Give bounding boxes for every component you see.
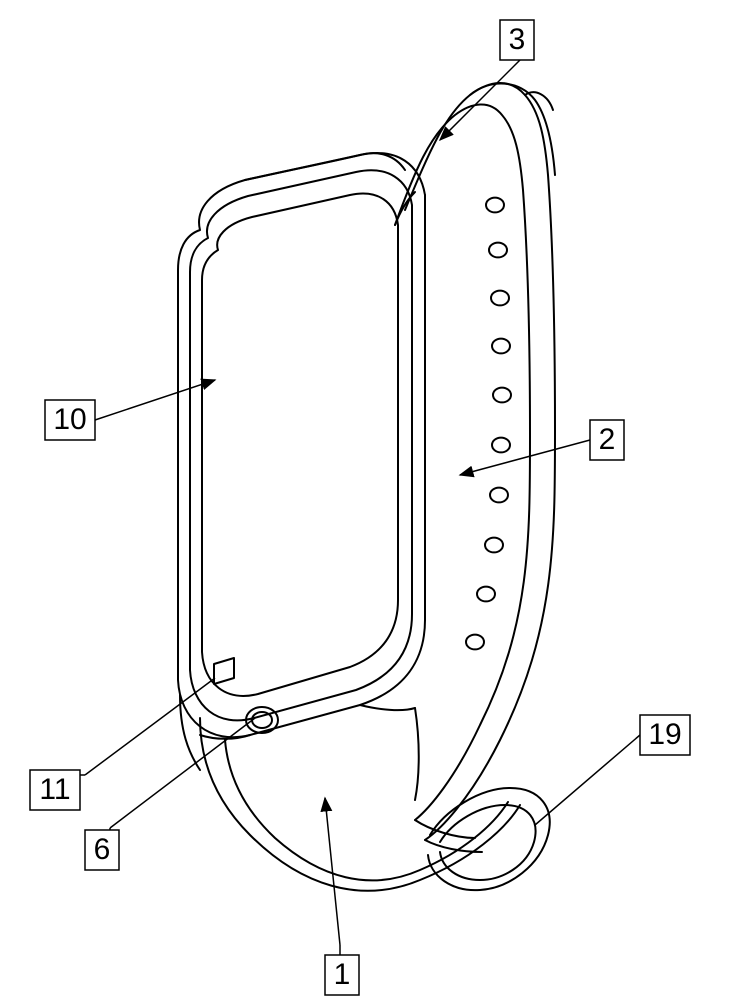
home-button bbox=[246, 707, 278, 733]
callout-label-3: 3 bbox=[509, 23, 526, 56]
strap-hole bbox=[485, 538, 503, 553]
callouts: 3 2 10 11 6 1 19 bbox=[30, 20, 690, 995]
callout-leader-19 bbox=[535, 735, 640, 825]
strap-holes bbox=[466, 198, 511, 650]
callout-label-19: 19 bbox=[648, 718, 681, 751]
strap-hole bbox=[486, 198, 504, 213]
module-bezel bbox=[190, 170, 412, 720]
callout-leader-11 bbox=[85, 678, 215, 775]
module-outer bbox=[178, 153, 425, 737]
callout-leader-2 bbox=[460, 440, 590, 475]
strap-hole bbox=[477, 587, 495, 602]
strap-hole bbox=[489, 243, 507, 258]
strap-hole bbox=[492, 438, 510, 453]
strap-hole bbox=[491, 291, 509, 306]
callout-leader-10 bbox=[95, 380, 215, 420]
callout-label-10: 10 bbox=[53, 403, 86, 436]
strap-hole bbox=[466, 635, 484, 650]
callout-leader-3 bbox=[440, 60, 520, 140]
callout-leader-6 bbox=[110, 718, 255, 828]
callout-label-2: 2 bbox=[599, 423, 616, 456]
band-artwork bbox=[178, 83, 555, 891]
callout-label-11: 11 bbox=[39, 773, 70, 806]
strap-hole bbox=[492, 339, 510, 354]
sensor-square bbox=[214, 658, 234, 684]
display-screen bbox=[202, 194, 398, 696]
strap-hole bbox=[490, 488, 508, 503]
strap-hole bbox=[493, 388, 511, 403]
callout-label-6: 6 bbox=[94, 833, 111, 866]
smart-band-diagram: 3 2 10 11 6 1 19 bbox=[0, 0, 754, 1000]
callout-label-1: 1 bbox=[334, 958, 351, 991]
